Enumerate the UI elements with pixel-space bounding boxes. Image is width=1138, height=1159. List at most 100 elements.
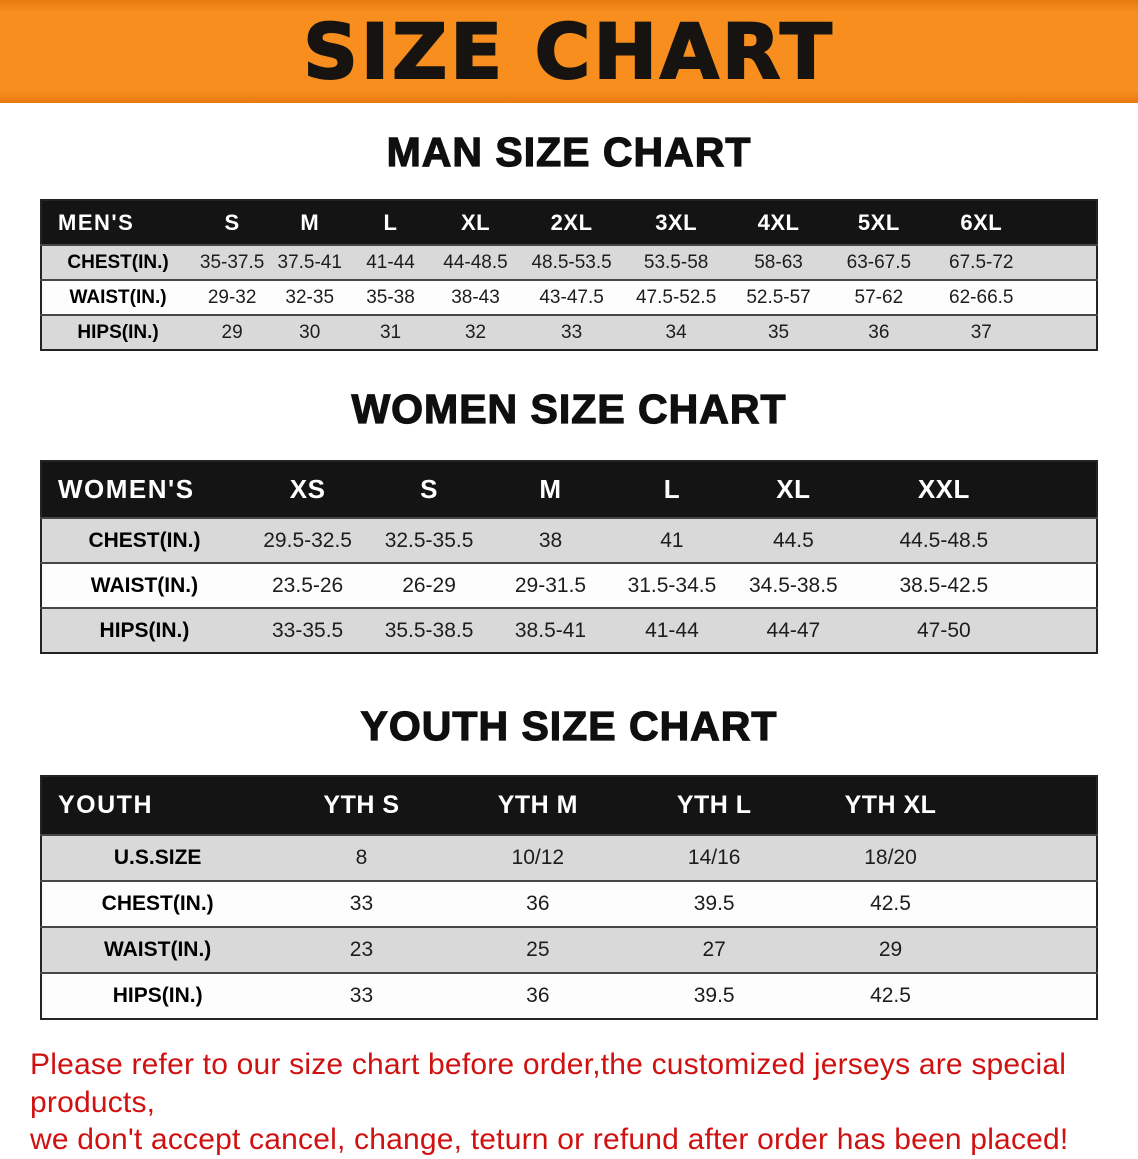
- women-size-table: WOMEN'S XS S M L XL XXL CHEST(IN.) 29.5-32.5 32.5…: [40, 460, 1098, 655]
- value-cell: 32.5-35.5: [384, 528, 474, 552]
- size-column-header: 4XL: [757, 209, 800, 235]
- value-cell: 39.5: [693, 892, 735, 916]
- value-cell: 57-62: [854, 286, 904, 308]
- header-pad-cell: [979, 776, 1097, 835]
- row-pad-cell: [979, 973, 1097, 1019]
- row-label: HIPS(IN.): [99, 618, 190, 642]
- size-chart-banner: SIZE CHART: [0, 0, 1138, 103]
- size-column-header: S: [420, 474, 438, 505]
- size-column-header: XL: [460, 209, 491, 235]
- size-column-header: YTH S: [323, 791, 400, 820]
- value-cell: 58-63: [754, 251, 803, 273]
- value-cell: 23.5-26: [272, 573, 344, 597]
- value-cell: 43-47.5: [539, 286, 604, 308]
- value-cell: 38-43: [451, 286, 500, 308]
- row-pad-cell: [1034, 563, 1097, 608]
- value-cell: 53.5-58: [643, 251, 709, 273]
- value-cell: 35.5-38.5: [384, 618, 474, 642]
- disclaimer-line-1: Please refer to our size chart before or…: [30, 1048, 1067, 1119]
- value-cell: 38: [538, 528, 563, 552]
- size-column-header: XL: [776, 474, 811, 505]
- size-column-header: 2XL: [550, 209, 593, 235]
- table-header-row: WOMEN'S XS S M L XL XXL: [41, 461, 1097, 519]
- measurement-row: CHEST(IN.) 29.5-32.5 32.5-35.5 38 41 44.5 44.5…: [41, 518, 1097, 564]
- youth-section: YOUTH SIZE CHART YOUTH YTH S YTH M YTH L YTH…: [0, 703, 1138, 1021]
- value-cell: 33-35.5: [272, 618, 344, 642]
- men-section: MAN SIZE CHART MEN'S S M L XL 2XL 3XL 4XL 5XL 6XL…: [0, 129, 1138, 352]
- table-title: WOMEN'S: [58, 474, 195, 505]
- value-cell: 31: [379, 321, 402, 343]
- size-column-header: M: [539, 474, 562, 505]
- value-cell: 10/12: [511, 846, 565, 870]
- value-cell: 42.5: [870, 984, 911, 1008]
- value-cell: 29-31.5: [514, 573, 587, 597]
- value-cell: 8: [355, 846, 368, 870]
- size-column-header: YTH XL: [844, 791, 937, 820]
- size-column-header: XXL: [917, 474, 970, 505]
- value-cell: 30: [299, 321, 321, 343]
- value-cell: 36: [526, 892, 550, 916]
- value-cell: 29.5-32.5: [263, 528, 352, 552]
- size-column-header: 6XL: [960, 209, 1003, 235]
- row-pad-cell: [979, 927, 1097, 973]
- disclaimer: Please refer to our size chart before or…: [0, 1046, 1138, 1159]
- value-cell: 63-67.5: [846, 251, 912, 273]
- value-cell: 44.5: [772, 528, 814, 552]
- measurement-row: WAIST(IN.) 23 25 27 29: [41, 927, 1097, 974]
- table-header-row: YOUTH YTH S YTH M YTH L YTH XL: [41, 776, 1097, 836]
- value-cell: 34.5-38.5: [749, 573, 838, 597]
- measurement-row: U.S.SIZE 8 10/12 14/16 18/20: [41, 835, 1097, 882]
- value-cell: 32-35: [285, 286, 335, 308]
- value-cell: 35: [767, 321, 790, 343]
- value-cell: 27: [702, 938, 726, 962]
- value-cell: 67.5-72: [949, 251, 1014, 273]
- measurement-row: WAIST(IN.) 23.5-26 26-29 29-31.5 31.5-34.5 34…: [41, 563, 1097, 609]
- value-cell: 33: [349, 984, 374, 1008]
- value-cell: 36: [868, 321, 890, 343]
- measurement-row: WAIST(IN.) 29-32 32-35 35-38 38-43 43-47.5 47.…: [41, 280, 1097, 316]
- value-cell: 41-44: [366, 251, 415, 273]
- value-cell: 35-37.5: [199, 251, 265, 273]
- value-cell: 34: [665, 321, 687, 343]
- value-cell: 47-50: [916, 618, 971, 642]
- size-column-header: YTH L: [676, 791, 752, 820]
- value-cell: 38.5-41: [514, 618, 587, 642]
- size-column-header: S: [224, 209, 240, 235]
- row-label: WAIST(IN.): [90, 573, 199, 597]
- value-cell: 35-38: [366, 286, 415, 308]
- value-cell: 31.5-34.5: [627, 573, 717, 597]
- size-column-header: XS: [289, 474, 326, 505]
- value-cell: 25: [526, 938, 550, 962]
- men-section-heading: MAN SIZE CHART: [386, 129, 752, 175]
- value-cell: 18/20: [864, 846, 917, 870]
- women-section-heading: WOMEN SIZE CHART: [351, 386, 787, 433]
- value-cell: 41: [660, 528, 684, 552]
- measurement-row: HIPS(IN.) 33-35.5 35.5-38.5 38.5-41 41-44 44-…: [41, 608, 1097, 654]
- value-cell: 39.5: [693, 984, 735, 1008]
- row-label: CHEST(IN.): [101, 892, 214, 916]
- row-label: WAIST(IN.): [103, 938, 212, 962]
- row-pad-cell: [1034, 280, 1097, 315]
- value-cell: 52.5-57: [746, 286, 811, 308]
- value-cell: 32: [464, 321, 487, 343]
- measurement-row: HIPS(IN.) 33 36 39.5 42.5: [41, 973, 1097, 1020]
- size-column-header: L: [663, 474, 681, 505]
- row-pad-cell: [1034, 315, 1097, 350]
- row-pad-cell: [1034, 518, 1097, 563]
- value-cell: 48.5-53.5: [531, 251, 612, 273]
- size-column-header: 3XL: [655, 209, 698, 235]
- row-pad-cell: [1034, 608, 1097, 653]
- men-size-table: MEN'S S M L XL 2XL 3XL 4XL 5XL 6XL CHEST(IN.) 35-37…: [40, 199, 1098, 352]
- youth-section-heading: YOUTH SIZE CHART: [360, 703, 778, 750]
- row-pad-cell: [979, 835, 1097, 881]
- row-label: CHEST(IN.): [88, 528, 201, 552]
- table-title: YOUTH: [58, 791, 153, 820]
- row-label: U.S.SIZE: [113, 846, 202, 870]
- table-title: MEN'S: [58, 209, 135, 235]
- value-cell: 44-47: [766, 618, 821, 642]
- size-column-header: M: [300, 209, 320, 235]
- header-pad-cell: [1034, 461, 1097, 518]
- value-cell: 37: [970, 321, 992, 343]
- page-title: SIZE CHART: [302, 6, 835, 96]
